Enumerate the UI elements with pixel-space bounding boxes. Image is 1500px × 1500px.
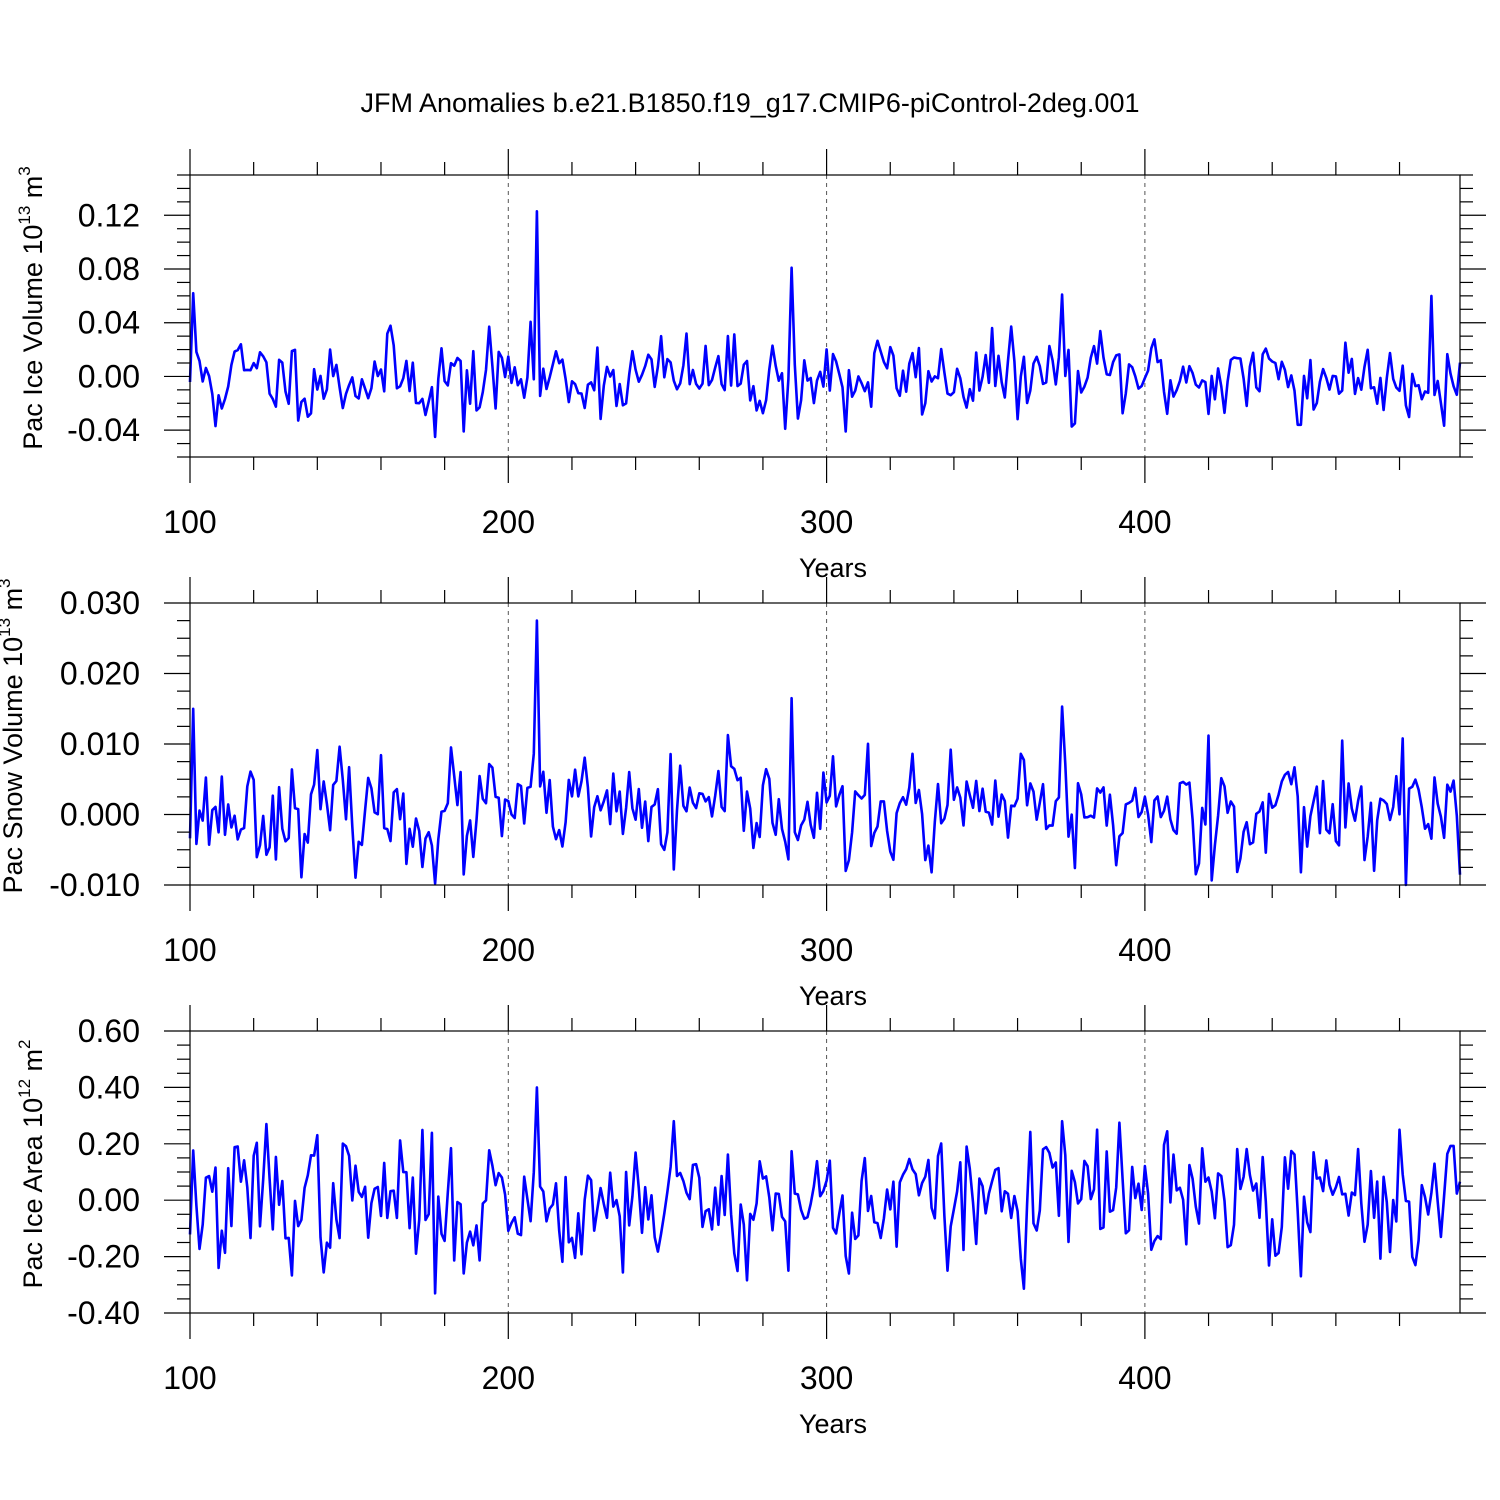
- y-tick-label: 0.010: [60, 726, 140, 762]
- x-axis-label: Years: [799, 981, 867, 1011]
- panels: 100 200 300 400 -0.04 0.00 0.04 0.08 0.12 Years Pa…: [0, 149, 1486, 1439]
- panel-1: 100 200 300 400 -0.04 0.00 0.04 0.08 0.12 Years Pa…: [15, 149, 1486, 583]
- y-tick-label: 0.12: [78, 197, 140, 233]
- y-axis-label-unit-exponent: 2: [15, 1039, 34, 1048]
- x-tick-label: 400: [1118, 1360, 1171, 1396]
- y-tick-label: 0.04: [78, 305, 140, 341]
- series-line: [188, 619, 1462, 887]
- y-axis-label-exponent: 13: [0, 618, 14, 637]
- y-tick-label: 0.030: [60, 585, 140, 621]
- x-tick-label: 400: [1118, 504, 1171, 540]
- x-tick-label: 100: [163, 1360, 216, 1396]
- y-axis-label-text: Pac Ice Area 10: [18, 1098, 48, 1289]
- y-tick-label: 0.000: [60, 797, 140, 833]
- y-axis-label: Pac Ice Area 1012 m2: [15, 1039, 48, 1288]
- y-tick-label: 0.60: [78, 1013, 140, 1049]
- y-axis-label-exponent: 12: [15, 1079, 34, 1098]
- y-tick-label: 0.020: [60, 656, 140, 692]
- y-axis-label: Pac Ice Volume 1013 m3: [15, 166, 48, 450]
- y-tick-label: 0.00: [78, 358, 140, 394]
- x-tick-label: 300: [800, 932, 853, 968]
- y-tick-label: -0.04: [67, 412, 140, 448]
- x-tick-label: 300: [800, 1360, 853, 1396]
- y-axis-label-unit-exponent: 3: [15, 166, 34, 175]
- y-tick-label: 0.20: [78, 1126, 140, 1162]
- y-axis-label-text: Pac Snow Volume 10: [0, 637, 28, 894]
- y-axis-label-unit: m: [0, 588, 28, 618]
- x-tick-label: 400: [1118, 932, 1171, 968]
- plot-frame: [189, 1030, 1461, 1314]
- y-tick-label: -0.20: [67, 1239, 140, 1275]
- y-tick-label: -0.40: [67, 1295, 140, 1331]
- series-line: [188, 1086, 1462, 1295]
- series-line: [188, 210, 1462, 439]
- y-axis-label-exponent: 13: [15, 206, 34, 225]
- x-axis-label: Years: [799, 553, 867, 583]
- y-tick-label: 0.08: [78, 251, 140, 287]
- x-tick-label: 200: [482, 504, 535, 540]
- y-axis-label-unit: m: [18, 176, 48, 206]
- panel-3: 100 200 300 400 -0.40 -0.20 0.00 0.20 0.40 0.60 Ye…: [15, 1005, 1486, 1439]
- y-axis-label-text: Pac Ice Volume 10: [18, 225, 48, 450]
- chart-title: JFM Anomalies b.e21.B1850.f19_g17.CMIP6-…: [361, 88, 1140, 118]
- plot-frame: [189, 602, 1461, 886]
- x-tick-label: 100: [163, 932, 216, 968]
- x-tick-label: 100: [163, 504, 216, 540]
- x-tick-label: 200: [482, 1360, 535, 1396]
- y-axis-label-unit: m: [18, 1049, 48, 1079]
- plot-frame: [189, 174, 1461, 458]
- y-tick-label: 0.00: [78, 1182, 140, 1218]
- x-tick-label: 300: [800, 504, 853, 540]
- y-axis-label-unit-exponent: 3: [0, 578, 14, 587]
- y-tick-label: -0.010: [49, 867, 140, 903]
- panel-2: 100 200 300 400 -0.010 0.000 0.010 0.020 0.030 Ye…: [0, 577, 1486, 1011]
- y-axis-label: Pac Snow Volume 1013 m3: [0, 578, 28, 893]
- y-tick-label: 0.40: [78, 1069, 140, 1105]
- x-tick-label: 200: [482, 932, 535, 968]
- x-axis-label: Years: [799, 1409, 867, 1439]
